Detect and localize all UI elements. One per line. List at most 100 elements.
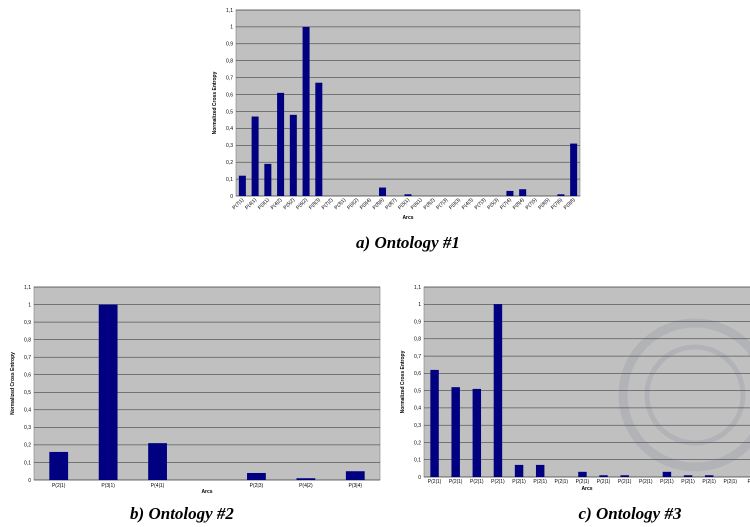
bar [345,471,365,480]
x-tick-label: P(9|3) [448,197,462,211]
x-tick-label: P(2|1) [639,479,653,485]
x-tick-label: P(5|1) [397,197,411,211]
bar [683,475,693,477]
x-tick-label: P(2|1) [618,479,632,485]
y-tick-label: 0,7 [414,354,421,360]
y-tick-label: 0,7 [24,355,31,361]
x-tick-label: P(4|3) [461,197,475,211]
caption-ontology-1: a) Ontology #1 [356,233,460,252]
x-tick-label: P(8|5) [537,197,551,211]
x-tick-label: P(2|1) [660,479,674,485]
x-tick-label: P(7|5) [525,197,539,211]
x-tick-label: P(6|2) [295,197,309,211]
y-tick-label: 0 [418,475,421,481]
bar [315,82,323,196]
bar [238,175,246,196]
y-tick-label: 0,4 [414,406,421,412]
watermark-seal [618,318,750,472]
chart-ontology-2: 0 0,1 0,2 0,3 0,4 0,5 0,6 0,7 0,8 0,9 1 1,1 P(2|1) P(… [10,285,381,495]
bar [277,92,285,196]
x-axis-label: Arcs [402,215,413,221]
plot-area [33,286,381,481]
x-tick-label: P(7|1) [231,197,245,211]
caption-ontology-2: b) Ontology #2 [130,504,234,523]
y-tick-label: 0,3 [414,423,421,429]
x-tick-label: P(8|6) [372,197,386,211]
y-tick-label: 0 [28,478,31,484]
x-axis-label: Arcs [201,489,212,495]
y-tick-label: 0,8 [24,337,31,343]
x-tick-label: P(2|1) [597,479,611,485]
y-tick-label: 0,9 [226,42,233,48]
y-tick-label: 0,4 [24,408,31,414]
bar [578,471,587,477]
x-tick-label: P(2|1) [449,479,463,485]
y-tick-label: 0 [230,194,233,200]
y-tick-label: 0,6 [226,92,233,98]
x-axis-label: Arcs [581,486,592,492]
bar [535,464,545,477]
bar [148,443,167,480]
bar [506,190,514,196]
bar [49,451,69,480]
bar [570,143,578,196]
x-tick-label: P(2|1) [724,479,738,485]
x-tick-label: P(9|4) [359,197,373,211]
bar [514,464,524,477]
x-tick-label: P(4|1) [151,483,165,489]
x-tick-label: P(2|1) [533,479,547,485]
y-tick-label: 0,9 [24,320,31,326]
x-tick-label: P(2|1) [702,479,716,485]
y-tick-label: 0,8 [414,337,421,343]
y-tick-label: 0,2 [226,160,233,166]
x-tick-label: P(2|1) [576,479,590,485]
plot-area [235,9,581,197]
bar [404,194,412,196]
x-tick-label: P(3|4) [349,483,363,489]
x-tick-label: P(5|3) [486,197,500,211]
bar [296,478,316,480]
x-tick-label: P(2|3) [250,483,264,489]
bar [302,26,310,197]
x-tick-label: P(8|3) [308,197,322,211]
y-axis-label: Normalized Cross Entropy [10,352,16,415]
y-tick-label: 1,1 [226,8,233,14]
x-tick-label: P(2 [748,479,750,485]
y-tick-label: 0,3 [24,425,31,431]
x-tick-label: P(3|1) [101,483,115,489]
x-tick-label: P(4|2) [299,483,313,489]
bar [98,304,118,480]
y-tick-label: 0,5 [414,388,421,394]
x-tick-label: P(2|1) [555,479,569,485]
bar [289,114,297,196]
y-tick-label: 0,9 [414,319,421,325]
bar [599,475,608,477]
y-axis-label: Normalized Cross Entropy [400,350,406,413]
y-tick-label: 1,1 [24,285,31,291]
y-tick-label: 0,6 [24,373,31,379]
y-tick-label: 1 [418,302,421,308]
x-tick-label: P(6|1) [410,197,424,211]
x-tick-label: P(4|2) [270,197,284,211]
y-tick-label: 0,7 [226,75,233,81]
x-tick-label: P(2|1) [491,479,505,485]
x-tick-label: P(9|2) [346,197,360,211]
x-tick-label: P(4|1) [244,197,258,211]
y-tick-label: 0,6 [414,371,421,377]
bar [264,163,272,196]
chart-ontology-1: 00,10,20,30,40,50,60,70,80,911,1P(7|1)P(… [212,8,581,221]
x-tick-label: P(7|4) [499,197,513,211]
x-tick-label: P(3|1) [333,197,347,211]
bar [251,116,259,196]
x-tick-label: P(9|8) [563,197,577,211]
x-tick-label: P(2|1) [52,483,66,489]
x-tick-label: P(2|1) [512,479,526,485]
x-tick-label: P(8|2) [423,197,437,211]
y-tick-label: 1 [230,25,233,31]
x-tick-label: P(9|1) [257,197,271,211]
bar [557,194,565,196]
y-tick-label: 1 [28,302,31,308]
bar [662,471,672,477]
x-tick-label: P(7|6) [550,197,564,211]
